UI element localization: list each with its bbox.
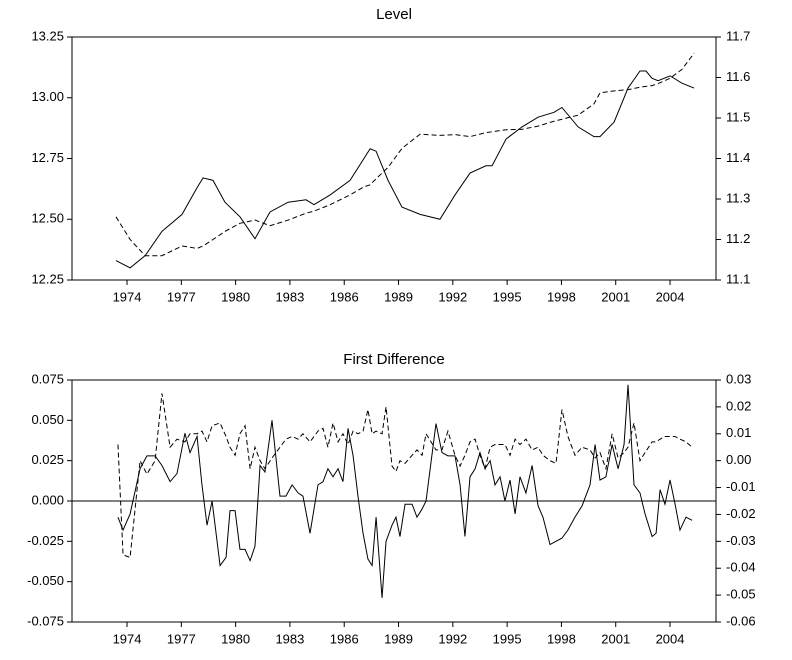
y-tick-label: -0.075: [27, 613, 64, 628]
x-tick-label: 1995: [493, 631, 522, 646]
y2-tick-label: -0.06: [726, 613, 756, 628]
y2-tick-label: 11.6: [726, 69, 750, 84]
y2-tick-label: -0.04: [726, 560, 756, 575]
x-tick-label: 1980: [221, 631, 250, 646]
y-tick-label: 0.050: [31, 412, 64, 427]
x-tick-label: 1977: [167, 289, 196, 304]
x-tick-label: 1995: [493, 289, 522, 304]
x-tick-label: 2001: [601, 631, 630, 646]
y2-tick-label: 0.02: [726, 398, 751, 413]
chart-title: Level: [376, 6, 412, 23]
x-tick-label: 1983: [275, 289, 304, 304]
y2-tick-label: 11.7: [726, 28, 750, 43]
y-tick-label: 12.75: [31, 150, 64, 165]
y2-tick-label: 0.03: [726, 371, 751, 386]
y2-tick-label: 11.1: [726, 271, 750, 286]
x-tick-label: 1992: [438, 631, 467, 646]
x-tick-label: 1992: [438, 289, 467, 304]
x-tick-label: 1986: [330, 289, 359, 304]
chart-title: First Difference: [343, 351, 444, 368]
x-tick-label: 2004: [656, 631, 685, 646]
x-tick-label: 1989: [384, 631, 413, 646]
y2-tick-label: -0.01: [726, 479, 756, 494]
y-tick-label: 12.25: [31, 271, 64, 286]
x-tick-label: 1998: [547, 289, 576, 304]
y-tick-label: -0.025: [27, 533, 64, 548]
x-tick-label: 1989: [384, 289, 413, 304]
series-line: [117, 384, 693, 598]
x-tick-label: 1974: [113, 631, 142, 646]
series-line: [117, 393, 693, 559]
x-tick-label: 1986: [330, 631, 359, 646]
y2-tick-label: 0.01: [726, 425, 751, 440]
y2-tick-label: 11.3: [726, 190, 750, 205]
y-tick-label: 12.50: [31, 211, 64, 226]
y-tick-label: 0.025: [31, 452, 64, 467]
y2-tick-label: 11.5: [726, 109, 750, 124]
x-tick-label: 1980: [221, 289, 250, 304]
y2-tick-label: 11.2: [726, 231, 750, 246]
y-tick-label: 13.25: [31, 28, 64, 43]
y2-tick-label: -0.03: [726, 533, 756, 548]
x-tick-label: 1974: [113, 289, 142, 304]
y2-tick-label: 11.4: [726, 150, 750, 165]
x-tick-label: 2001: [601, 289, 630, 304]
y2-tick-label: -0.05: [726, 587, 756, 602]
x-tick-label: 1998: [547, 631, 576, 646]
y-tick-label: 13.00: [31, 89, 64, 104]
series-line: [115, 52, 695, 257]
y2-tick-label: -0.02: [726, 506, 756, 521]
y-tick-label: 0.000: [31, 492, 64, 507]
x-tick-label: 1977: [167, 631, 196, 646]
y2-tick-label: 0.00: [726, 452, 751, 467]
y-tick-label: 0.075: [31, 371, 64, 386]
y-tick-label: -0.050: [27, 573, 64, 588]
series-line: [115, 70, 695, 269]
x-tick-label: 1983: [275, 631, 304, 646]
x-tick-label: 2004: [656, 289, 685, 304]
